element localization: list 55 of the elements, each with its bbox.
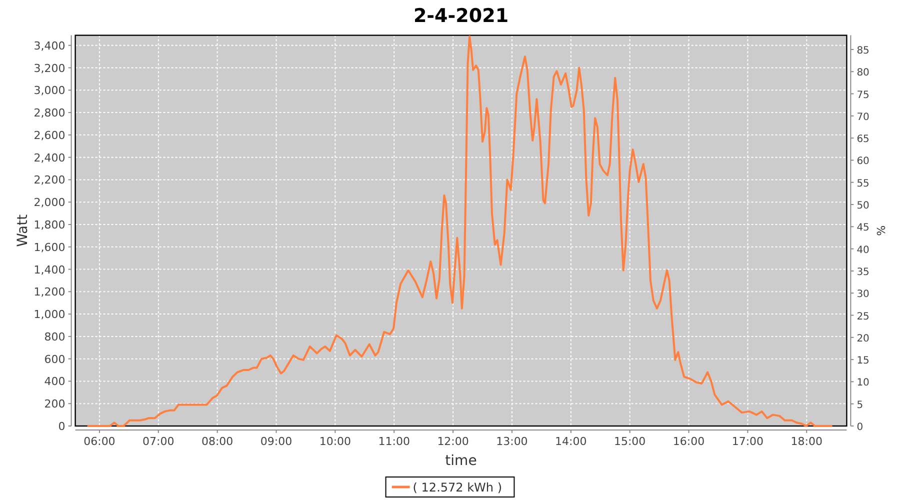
y-tick-label: 3,200 [34,62,66,75]
x-tick-label: 18:00 [790,435,822,448]
y-tick-label: 1,000 [34,308,66,322]
y-tick-label: 1,600 [34,240,66,254]
y-tick-label: 2,200 [34,174,66,187]
y2-tick-label: 40 [856,244,870,256]
y2-tick-label: 75 [856,90,870,101]
y2-tick-label: 35 [856,266,870,278]
y-tick-label: 200 [44,398,66,411]
y2-tick-label: 20 [856,333,870,344]
y-tick-label: 1,800 [34,218,66,232]
x-tick-label: 16:00 [672,435,705,448]
line-series [87,35,832,427]
y2-tick-label: 0 [856,422,864,433]
chart-title: 2-4-2021 [413,5,509,27]
y-tick-label: 400 [44,375,66,388]
x-tick-label: 12:00 [437,435,469,448]
y2-tick-label: 45 [856,222,870,234]
y-tick-label: 1,200 [34,286,66,299]
y2-tick-label: 80 [856,68,870,79]
y-tick-label: 1,400 [34,263,66,276]
x-tick-label: 09:00 [260,435,292,448]
x-tick-label: 11:00 [378,435,410,448]
y-tick-label: 3,000 [34,84,66,98]
x-tick-label: 06:00 [84,435,116,448]
y-tick-label: 2,000 [34,196,66,210]
x-tick-label: 14:00 [555,435,587,448]
x-axis-title: time [445,453,477,469]
y2-tick-label: 60 [856,156,870,168]
y-tick-label: 0 [58,420,66,433]
x-tick-label: 15:00 [614,435,646,448]
x-tick-label: 08:00 [201,435,234,448]
x-tick-label: 17:00 [732,435,764,448]
y2-tick-label: 10 [856,378,870,389]
y2-tick-label: 30 [856,289,870,300]
y2-tick-label: 85 [856,45,870,56]
y-tick-label: 800 [44,330,66,344]
y2-tick-label: 65 [856,134,870,146]
y-tick-label: 600 [44,352,66,366]
y2-tick-label: 50 [856,200,870,212]
y-tick-label: 2,800 [34,106,66,120]
x-tick-label: 13:00 [496,435,528,448]
x-tick-label: 07:00 [142,435,174,448]
x-tick-label: 10:00 [319,435,352,448]
legend-label: ( 12.572 kWh ) [412,480,502,494]
y2-tick-label: 25 [856,311,870,322]
y-tick-label: 2,600 [34,128,66,142]
y-axis-title: Watt [15,214,31,247]
y2-tick-label: 15 [856,356,870,367]
y2-tick-label: 5 [856,400,864,411]
y-tick-label: 2,400 [34,151,66,164]
y2-tick-label: 70 [856,112,870,123]
y-tick-label: 3,400 [34,39,66,52]
y2-axis-title: % [874,225,887,236]
y2-tick-label: 55 [856,178,870,190]
